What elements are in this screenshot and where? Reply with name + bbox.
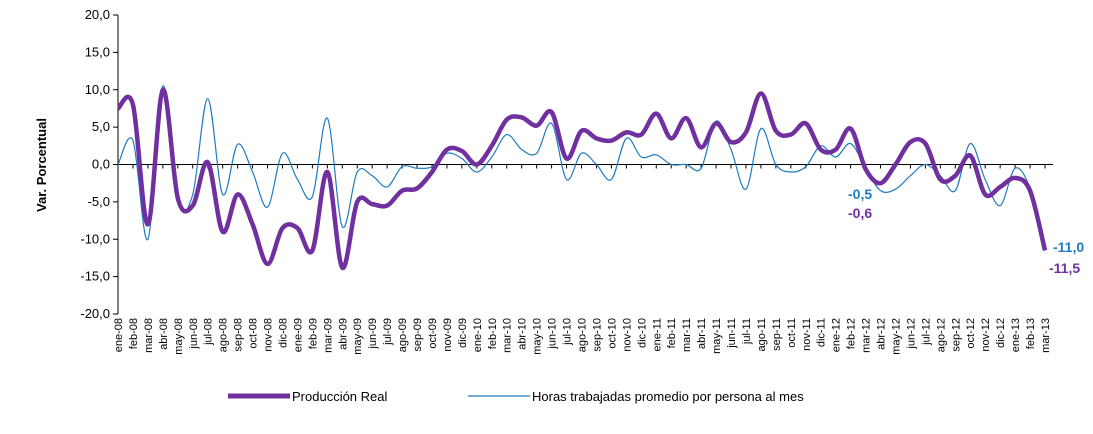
x-tick-label: ene-13 xyxy=(1010,318,1022,352)
x-tick-label: nov-12 xyxy=(980,318,992,352)
x-tick-label: nov-11 xyxy=(801,318,813,351)
x-tick-label: sep-11 xyxy=(771,318,783,351)
x-tick-label: oct-10 xyxy=(606,318,618,349)
x-tick-label: jul-10 xyxy=(562,318,574,346)
y-tick-label: -15,0 xyxy=(80,269,110,284)
x-tick-label: jun-08 xyxy=(188,318,200,350)
x-tick-label: jun-09 xyxy=(367,318,379,350)
x-tick-label: ene-12 xyxy=(831,318,843,352)
x-tick-label: feb-11 xyxy=(666,318,678,348)
x-tick-label: jun-10 xyxy=(547,318,559,350)
x-tick-label: feb-12 xyxy=(846,318,858,349)
x-tick-label: sep-10 xyxy=(591,318,603,352)
legend-label: Horas trabajadas promedio por persona al… xyxy=(532,389,804,404)
x-tick-label: nov-09 xyxy=(442,318,454,352)
x-tick-label: ene-08 xyxy=(113,318,125,352)
x-tick-label: feb-08 xyxy=(128,318,140,349)
x-tick-label: mar-09 xyxy=(322,318,334,353)
x-tick-label: dic-09 xyxy=(457,318,469,348)
x-tick-label: ene-11 xyxy=(651,318,663,351)
x-tick-label: oct-09 xyxy=(427,318,439,349)
series-line xyxy=(117,85,1046,247)
x-tick-label: feb-09 xyxy=(307,318,319,349)
x-tick-label: may-11 xyxy=(711,318,723,354)
annotation: -11,0 xyxy=(1053,239,1084,255)
y-tick-label: -20,0 xyxy=(80,306,110,321)
x-tick-label: may-12 xyxy=(890,318,902,355)
x-tick-label: dic-12 xyxy=(995,318,1007,348)
x-tick-label: mar-13 xyxy=(1040,318,1052,353)
y-axis-label: Var. Porcentual xyxy=(34,118,49,212)
x-tick-label: abr-11 xyxy=(696,318,708,349)
annotation: -11,5 xyxy=(1049,260,1080,276)
x-tick-label: ene-09 xyxy=(292,318,304,352)
y-tick-label: 10,0 xyxy=(85,82,110,97)
annotation: -0,6 xyxy=(848,205,872,221)
series-line xyxy=(116,87,1048,270)
annotation: -0,5 xyxy=(848,186,872,202)
y-tick-label: 20,0 xyxy=(85,7,110,22)
x-tick-label: mar-10 xyxy=(502,318,514,353)
x-tick-label: dic-08 xyxy=(277,318,289,348)
x-tick-label: ago-10 xyxy=(577,318,589,352)
x-tick-label: jul-08 xyxy=(203,318,215,346)
x-tick-label: jul-12 xyxy=(920,318,932,346)
x-tick-label: abr-09 xyxy=(337,318,349,350)
x-tick-label: nov-10 xyxy=(621,318,633,352)
y-tick-label: -5,0 xyxy=(88,194,110,209)
x-tick-label: may-08 xyxy=(173,318,185,355)
x-tick-label: mar-08 xyxy=(143,318,155,353)
y-tick-label: 0,0 xyxy=(92,157,110,172)
x-tick-label: mar-12 xyxy=(861,318,873,353)
x-tick-label: jul-09 xyxy=(382,318,394,346)
x-tick-label: ene-10 xyxy=(472,318,484,352)
x-tick-label: feb-10 xyxy=(487,318,499,349)
x-tick-label: jun-12 xyxy=(905,318,917,350)
x-tick-label: dic-10 xyxy=(636,318,648,348)
x-tick-label: abr-12 xyxy=(876,318,888,350)
x-tick-label: jun-11 xyxy=(726,318,738,349)
x-tick-label: sep-08 xyxy=(233,318,245,352)
legend-label: Producción Real xyxy=(292,389,387,404)
x-tick-label: oct-11 xyxy=(786,318,798,348)
x-tick-label: oct-08 xyxy=(248,318,260,349)
x-tick-label: sep-12 xyxy=(950,318,962,352)
x-tick-label: ago-12 xyxy=(935,318,947,352)
x-tick-label: ago-08 xyxy=(218,318,230,352)
x-tick-label: dic-11 xyxy=(816,318,828,347)
x-tick-label: nov-08 xyxy=(263,318,275,352)
y-tick-label: 15,0 xyxy=(85,44,110,59)
x-tick-label: abr-08 xyxy=(158,318,170,350)
x-tick-label: may-10 xyxy=(532,318,544,355)
y-tick-label: 5,0 xyxy=(92,119,110,134)
x-tick-label: ago-09 xyxy=(397,318,409,352)
y-tick-label: -10,0 xyxy=(80,231,110,246)
x-tick-label: sep-09 xyxy=(412,318,424,352)
x-tick-label: mar-11 xyxy=(681,318,693,352)
x-tick-label: abr-10 xyxy=(517,318,529,350)
x-tick-label: jul-11 xyxy=(741,318,753,345)
x-tick-label: may-09 xyxy=(352,318,364,355)
x-tick-label: oct-12 xyxy=(965,318,977,349)
x-tick-label: feb-13 xyxy=(1025,318,1037,349)
x-tick-label: ago-11 xyxy=(756,318,768,351)
